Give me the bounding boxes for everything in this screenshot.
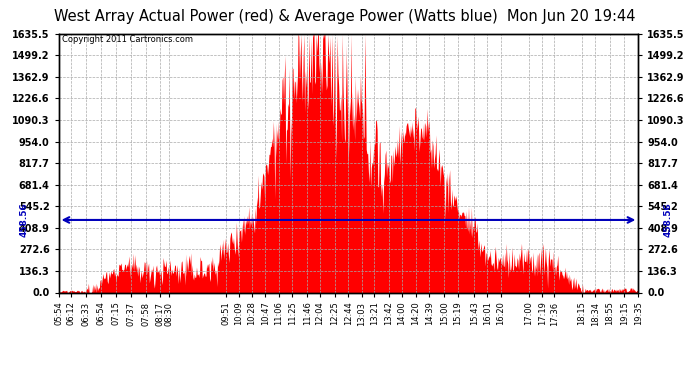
Text: 458.56: 458.56 [663, 202, 672, 237]
Text: West Array Actual Power (red) & Average Power (Watts blue)  Mon Jun 20 19:44: West Array Actual Power (red) & Average … [55, 9, 635, 24]
Text: 458.56: 458.56 [19, 202, 28, 237]
Text: Copyright 2011 Cartronics.com: Copyright 2011 Cartronics.com [61, 35, 193, 44]
